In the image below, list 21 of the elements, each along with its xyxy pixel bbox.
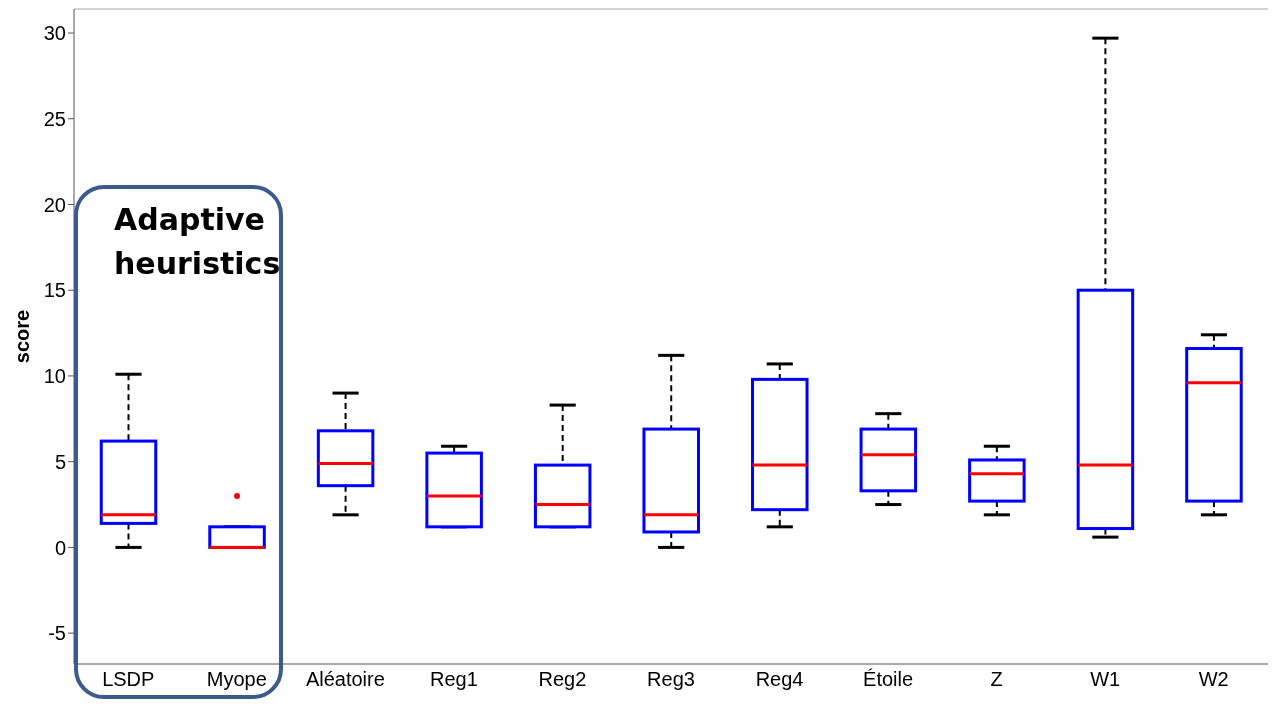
x-tick-label: Reg4	[755, 668, 804, 691]
y-tick-label: 0	[54, 536, 66, 559]
y-tick-label: 10	[43, 365, 66, 388]
x-tick-label: Étoile	[863, 668, 914, 691]
x-tick-label: LSDP	[102, 668, 155, 691]
x-tick-label: Z	[990, 668, 1003, 691]
y-tick-label: 5	[54, 450, 66, 473]
x-tick-label: Myope	[206, 668, 267, 691]
annotation: Adaptive heuristics	[113, 201, 282, 283]
x-tick-label: W1	[1090, 668, 1121, 691]
y-tick-label: 15	[43, 279, 66, 302]
x-tick-label: Reg1	[430, 668, 478, 691]
x-tick-label: Aléatoire	[305, 668, 385, 691]
y-tick-label: 25	[43, 107, 66, 130]
y-axis-title: score	[11, 309, 34, 364]
y-tick-label: 30	[43, 22, 66, 45]
x-tick-label: Reg2	[538, 668, 587, 691]
x-tick-label: Reg3	[647, 668, 695, 691]
y-tick-label: -5	[48, 622, 66, 645]
x-tick-label: W2	[1198, 668, 1229, 691]
y-tick-label: 20	[43, 193, 66, 216]
